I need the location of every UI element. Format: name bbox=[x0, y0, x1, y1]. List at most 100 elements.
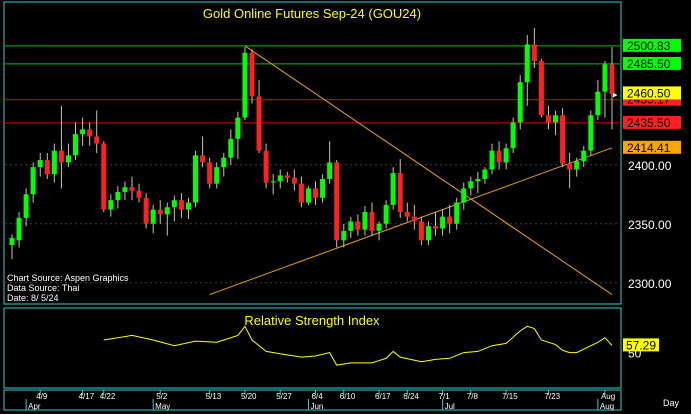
date-tick-label: 6/17 bbox=[375, 392, 391, 401]
candle-body bbox=[263, 150, 269, 183]
month-label: Aug bbox=[600, 402, 614, 411]
candle-body bbox=[560, 115, 566, 164]
candlesticks bbox=[9, 27, 615, 260]
date-tick-label: 4/9 bbox=[36, 392, 48, 401]
date-tick-label: Aug bbox=[601, 392, 615, 401]
date-axis: 4/9 4/17 4/22 5/2 5/13 5/20 5/27 6/4 6/10 6/17 6/2… bbox=[25, 390, 615, 411]
candle-body bbox=[277, 175, 283, 182]
candle-body bbox=[313, 188, 319, 198]
period-label: Day bbox=[663, 398, 680, 408]
candle-body bbox=[510, 122, 516, 149]
date-tick-label: 7/8 bbox=[467, 392, 479, 401]
candle-body bbox=[305, 188, 311, 203]
candle-body bbox=[221, 157, 227, 168]
candle-body bbox=[425, 226, 431, 241]
candle-body bbox=[193, 155, 199, 203]
level-label: 2500.83 bbox=[627, 39, 671, 53]
candle-body bbox=[503, 148, 509, 163]
candle-body bbox=[348, 221, 354, 231]
candle-body bbox=[157, 209, 163, 215]
month-label: May bbox=[155, 402, 170, 411]
candle-body bbox=[404, 211, 410, 217]
candle-body bbox=[595, 91, 601, 116]
candle-body bbox=[136, 190, 142, 198]
candle-body bbox=[545, 115, 551, 123]
candle-body bbox=[355, 221, 361, 230]
price-axis: 2300.002350.002400.002500.832485.502455.… bbox=[613, 38, 681, 291]
candle-body bbox=[65, 155, 71, 163]
date-tick-label: 5/13 bbox=[206, 392, 222, 401]
rsi-value-label: 57.29 bbox=[626, 338, 656, 352]
level-label: 2485.50 bbox=[627, 57, 671, 71]
candle-body bbox=[327, 162, 333, 179]
date-tick-label: 6/10 bbox=[340, 392, 356, 401]
candle-body bbox=[108, 200, 114, 210]
candle-body bbox=[94, 136, 100, 144]
date-tick-label: 7/15 bbox=[502, 392, 518, 401]
candle-body bbox=[369, 211, 375, 231]
candle-body bbox=[115, 191, 121, 201]
candle-body bbox=[164, 207, 170, 215]
candle-body bbox=[291, 177, 297, 184]
date-tick-label: 6/24 bbox=[403, 392, 419, 401]
date-tick-label: 7/23 bbox=[544, 392, 560, 401]
candle-body bbox=[37, 160, 43, 168]
price-panel-frame bbox=[3, 1, 622, 305]
candle-body bbox=[517, 82, 523, 123]
candle-body bbox=[80, 129, 86, 135]
candle-body bbox=[538, 60, 544, 116]
candle-body bbox=[418, 221, 424, 241]
price-tick-label: 2400.00 bbox=[628, 159, 672, 173]
candle-body bbox=[341, 230, 347, 241]
candle-body bbox=[475, 178, 481, 182]
candle-body bbox=[58, 150, 64, 163]
rsi-value-bg bbox=[623, 338, 659, 352]
candle-body bbox=[531, 44, 537, 61]
last-price-label-bg bbox=[623, 86, 681, 100]
trend-value-label: 2414.41 bbox=[627, 141, 671, 155]
candle-body bbox=[397, 173, 403, 212]
level-label-bg bbox=[623, 56, 681, 70]
level-lines bbox=[5, 45, 620, 124]
candle-body bbox=[581, 150, 587, 162]
last-price-arrow: ▸ bbox=[613, 89, 618, 99]
candle-body bbox=[454, 202, 460, 224]
candle-body bbox=[489, 150, 495, 170]
candle-body bbox=[9, 237, 15, 246]
rsi-line bbox=[103, 325, 613, 366]
candle-body bbox=[207, 162, 213, 184]
candle-body bbox=[242, 52, 248, 118]
trendlines bbox=[209, 45, 613, 296]
date-tick-label: 5/20 bbox=[241, 392, 257, 401]
candle-body bbox=[482, 169, 488, 179]
candle-body bbox=[185, 202, 191, 210]
level-label-bg bbox=[623, 38, 681, 52]
candle-body bbox=[362, 211, 368, 230]
candle-body bbox=[51, 150, 57, 175]
candle-body bbox=[228, 138, 234, 158]
candle-body bbox=[73, 134, 79, 156]
source-line-data: Data Source: Thai bbox=[7, 283, 79, 293]
date-tick-label: 4/17 bbox=[79, 392, 95, 401]
date-axis-frame bbox=[3, 389, 622, 411]
candle-body bbox=[588, 115, 594, 151]
candle-body bbox=[524, 44, 530, 83]
month-label: Apr bbox=[28, 402, 41, 411]
candle-body bbox=[256, 96, 262, 151]
source-line-chart: Chart Source: Aspen Graphics bbox=[7, 273, 129, 283]
candle-body bbox=[334, 162, 340, 241]
candle-body bbox=[376, 223, 382, 231]
candle-body bbox=[129, 187, 135, 191]
date-tick-label: 4/22 bbox=[100, 392, 116, 401]
candle-body bbox=[235, 117, 241, 139]
level-label-bg bbox=[623, 115, 681, 129]
candle-body bbox=[284, 175, 290, 178]
month-label: Jun bbox=[310, 402, 323, 411]
candle-body bbox=[178, 200, 184, 210]
candle-body bbox=[447, 216, 453, 224]
candle-body bbox=[390, 173, 396, 205]
candle-body bbox=[23, 194, 29, 218]
candle-body bbox=[320, 178, 326, 198]
date-tick-label: 7/1 bbox=[439, 392, 451, 401]
